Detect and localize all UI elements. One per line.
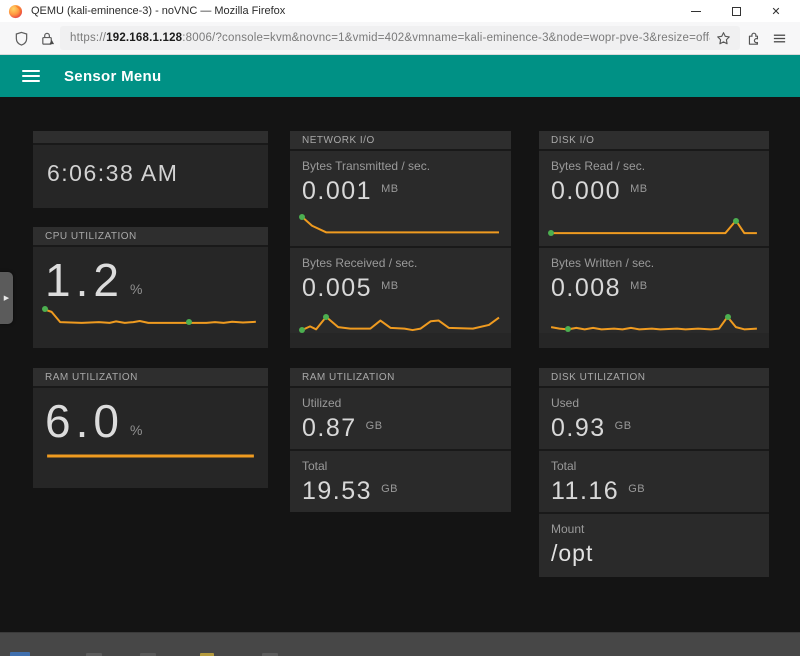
bookmark-star-icon[interactable]: [710, 26, 736, 50]
network-io-panel: NETWORK I/O Bytes Transmitted / sec. 0.0…: [290, 131, 511, 348]
browser-menu-icon[interactable]: [766, 26, 792, 50]
net-rx-value: 0.005 MB: [302, 274, 399, 302]
cpu-value: 1.2: [45, 254, 124, 306]
window-maximize-button[interactable]: [716, 1, 756, 21]
chevron-right-icon: ▶: [3, 295, 10, 302]
window-close-button[interactable]: ✕: [771, 5, 781, 18]
dashboard: 6:06:38 AM CPU UTILIZATION 1.2% RAM UTIL…: [0, 97, 800, 577]
sparkline-marker-dot: [323, 313, 330, 320]
sparkline-marker-dot: [724, 313, 731, 320]
net-tx-value: 0.001 MB: [302, 177, 399, 205]
window-titlebar: QEMU (kali-eminence-3) - noVNC — Mozilla…: [0, 0, 800, 22]
url-bar[interactable]: https://192.168.1.128:8006/?console=kvm&…: [60, 26, 740, 50]
url-text: https://192.168.1.128:8006/?console=kvm&…: [70, 32, 710, 44]
cpu-unit: %: [129, 281, 143, 297]
taskbar-app-sliver[interactable]: [262, 653, 278, 656]
window-title: QEMU (kali-eminence-3) - noVNC — Mozilla…: [31, 5, 286, 17]
window-minimize-button[interactable]: [676, 1, 716, 21]
clock-time: 6:06:38 AM: [47, 160, 179, 186]
ram-total-label: Total: [302, 459, 328, 473]
cpu-sparkline: [42, 306, 258, 328]
disk-read-sparkline: [548, 214, 759, 237]
sparkline-marker-dot: [42, 306, 49, 313]
ram-sparkline: [45, 447, 256, 465]
panel-title: DISK I/O: [551, 134, 595, 146]
panel-title: CPU UTILIZATION: [45, 230, 137, 242]
disk-used-value: 0.93 GB: [551, 414, 632, 442]
extensions-puzzle-icon[interactable]: [740, 26, 766, 50]
ram-utilized-value: 0.87 GB: [302, 414, 383, 442]
menu-hamburger-icon[interactable]: [22, 70, 40, 82]
net-tx-label: Bytes Transmitted / sec.: [302, 159, 431, 173]
sparkline-marker-dot: [186, 319, 193, 326]
browser-toolbar: https://192.168.1.128:8006/?console=kvm&…: [0, 22, 800, 55]
disk-utilization-panel: DISK UTILIZATION Used 0.93 GB Total 11.16…: [539, 368, 769, 577]
net-rx-sparkline: [299, 311, 501, 334]
firefox-icon: [8, 4, 23, 18]
disk-used-label: Used: [551, 396, 580, 410]
disk-mount-label: Mount: [551, 522, 585, 536]
disk-total-label: Total: [551, 459, 577, 473]
panel-title: DISK UTILIZATION: [551, 371, 646, 383]
insecure-lock-icon[interactable]: [34, 26, 60, 50]
sparkline-marker-dot: [299, 327, 305, 334]
panel-title: RAM UTILIZATION: [45, 371, 138, 383]
disk-write-value: 0.008 MB: [551, 274, 648, 302]
disk-io-panel: DISK I/O Bytes Read / sec. 0.000 MB Bytes…: [539, 131, 769, 348]
disk-write-sparkline: [549, 311, 759, 333]
ram-total-value: 19.53 GB: [302, 477, 398, 505]
sparkline-marker-dot: [548, 230, 555, 237]
ram-percent-unit: %: [129, 422, 143, 438]
panel-title: NETWORK I/O: [302, 134, 375, 146]
net-tx-sparkline: [299, 213, 501, 236]
app-bar: Sensor Menu: [0, 55, 800, 97]
ram-utilization-panel: RAM UTILIZATION Utilized 0.87 GB Total 19…: [290, 368, 511, 512]
taskbar-app-sliver[interactable]: [200, 653, 214, 656]
taskbar-app-sliver[interactable]: [86, 653, 102, 656]
panel-title: RAM UTILIZATION: [302, 371, 395, 383]
sparkline-marker-dot: [299, 213, 305, 220]
cpu-utilization-panel: CPU UTILIZATION 1.2%: [33, 227, 268, 348]
taskbar-app-sliver[interactable]: [10, 652, 30, 656]
novnc-control-handle[interactable]: ▶: [0, 272, 13, 324]
taskbar-app-sliver[interactable]: [140, 653, 156, 656]
disk-read-value: 0.000 MB: [551, 177, 648, 205]
ram-utilized-label: Utilized: [302, 396, 342, 410]
ram-percent-value: 6.0: [45, 395, 124, 447]
disk-read-label: Bytes Read / sec.: [551, 159, 646, 173]
ram-percent-panel: RAM UTILIZATION 6.0%: [33, 368, 268, 488]
clock-panel: 6:06:38 AM: [33, 131, 268, 208]
sparkline-marker-dot: [732, 217, 739, 224]
sparkline-marker-dot: [564, 326, 571, 333]
desktop-taskbar[interactable]: [0, 632, 800, 656]
disk-total-value: 11.16 GB: [551, 477, 646, 505]
disk-write-label: Bytes Written / sec.: [551, 256, 655, 270]
page-title: Sensor Menu: [64, 67, 162, 85]
tracking-shield-icon[interactable]: [8, 26, 34, 50]
net-rx-label: Bytes Received / sec.: [302, 256, 418, 270]
disk-mount-value: /opt: [551, 540, 594, 566]
